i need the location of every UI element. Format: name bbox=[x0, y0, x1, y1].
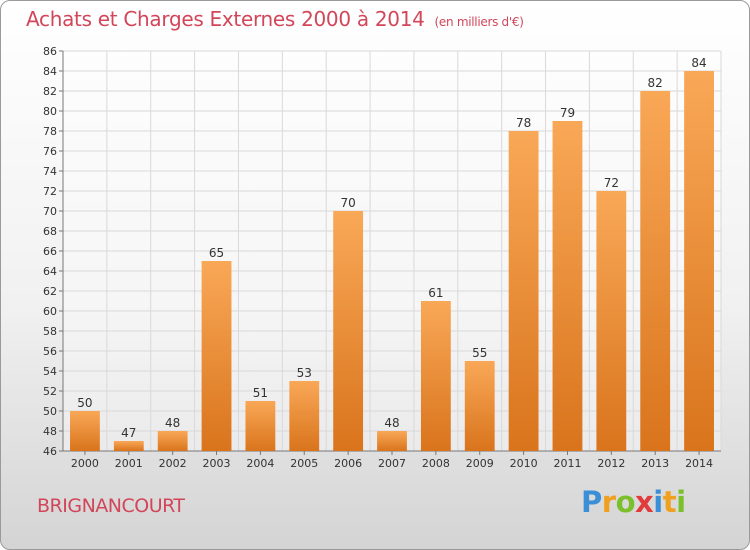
y-tick-label-62: 62 bbox=[43, 285, 57, 298]
bar-2011 bbox=[552, 121, 583, 451]
y-tick-label-76: 76 bbox=[43, 145, 57, 158]
y-tick-label-60: 60 bbox=[43, 305, 57, 318]
y-tick-label-86: 86 bbox=[43, 45, 57, 58]
bar-2001 bbox=[113, 441, 144, 451]
y-tick-label-82: 82 bbox=[43, 85, 57, 98]
y-tick-label-64: 64 bbox=[43, 265, 57, 278]
x-tick-label-2000: 2000 bbox=[71, 457, 99, 470]
y-tick-label-56: 56 bbox=[43, 345, 57, 358]
bar-2002 bbox=[157, 431, 188, 451]
value-label-2012: 72 bbox=[604, 176, 619, 190]
bar-2003 bbox=[201, 261, 232, 451]
y-tick-label-78: 78 bbox=[43, 125, 57, 138]
labels: 50 2000 47 2001 48 2002 65 2003 51 2004 53 2005 70 20… bbox=[71, 56, 713, 470]
value-label-2008: 61 bbox=[428, 286, 443, 300]
value-label-2004: 51 bbox=[253, 386, 268, 400]
x-tick-label-2003: 2003 bbox=[203, 457, 231, 470]
bar-2004 bbox=[245, 401, 276, 451]
bar-2007 bbox=[377, 431, 407, 451]
value-label-2009: 55 bbox=[472, 346, 487, 360]
chart-title: Achats et Charges Externes 2000 à 2014 (e… bbox=[26, 7, 524, 31]
value-label-2000: 50 bbox=[77, 396, 92, 410]
y-tick-label-74: 74 bbox=[43, 165, 57, 178]
y-tick-label-70: 70 bbox=[43, 205, 57, 218]
bar-2013 bbox=[640, 91, 671, 451]
value-label-2013: 82 bbox=[648, 76, 663, 90]
bar-2005 bbox=[289, 381, 320, 451]
value-label-2006: 70 bbox=[340, 196, 355, 210]
value-label-2002: 48 bbox=[165, 416, 180, 430]
x-tick-label-2006: 2006 bbox=[334, 457, 362, 470]
bar-2008 bbox=[420, 301, 451, 451]
proxiti-logo[interactable]: Proxiti bbox=[581, 485, 686, 519]
x-tick-label-2010: 2010 bbox=[510, 457, 538, 470]
value-label-2001: 47 bbox=[121, 426, 136, 440]
value-label-2003: 65 bbox=[209, 246, 224, 260]
bars bbox=[70, 71, 714, 451]
x-tick-label-2005: 2005 bbox=[290, 457, 318, 470]
value-label-2011: 79 bbox=[560, 106, 575, 120]
y-tick-label-72: 72 bbox=[43, 185, 57, 198]
y-tick-label-50: 50 bbox=[43, 405, 57, 418]
value-label-2007: 48 bbox=[384, 416, 399, 430]
value-label-2005: 53 bbox=[297, 366, 312, 380]
y-tick-label-58: 58 bbox=[43, 325, 57, 338]
value-label-2010: 78 bbox=[516, 116, 531, 130]
x-tick-label-2007: 2007 bbox=[378, 457, 406, 470]
x-tick-label-2013: 2013 bbox=[641, 457, 669, 470]
x-tick-label-2001: 2001 bbox=[115, 457, 143, 470]
y-tick-label-80: 80 bbox=[43, 105, 57, 118]
x-tick-label-2002: 2002 bbox=[159, 457, 187, 470]
value-label-2014: 84 bbox=[691, 56, 706, 70]
x-tick-label-2004: 2004 bbox=[246, 457, 274, 470]
chart-title-unit: (en milliers d'€) bbox=[434, 15, 524, 29]
x-tick-label-2009: 2009 bbox=[466, 457, 494, 470]
x-tick-label-2012: 2012 bbox=[597, 457, 625, 470]
bar-2010 bbox=[508, 131, 539, 451]
y-tick-label-54: 54 bbox=[43, 365, 57, 378]
x-tick-label-2011: 2011 bbox=[553, 457, 581, 470]
y-tick-label-52: 52 bbox=[43, 385, 57, 398]
bar-2009 bbox=[464, 361, 495, 451]
bar-2012 bbox=[596, 191, 627, 451]
y-tick-label-66: 66 bbox=[43, 245, 57, 258]
x-tick-label-2014: 2014 bbox=[685, 457, 713, 470]
town-name: BRIGNANCOURT bbox=[37, 495, 185, 517]
y-tick-label-46: 46 bbox=[43, 445, 57, 458]
bar-2006 bbox=[333, 211, 364, 451]
y-tick-label-84: 84 bbox=[43, 65, 57, 78]
y-tick-label-68: 68 bbox=[43, 225, 57, 238]
chart-title-text: Achats et Charges Externes 2000 à 2014 bbox=[26, 7, 425, 31]
y-tick-label-48: 48 bbox=[43, 425, 57, 438]
bar-2014 bbox=[684, 71, 714, 451]
x-tick-label-2008: 2008 bbox=[422, 457, 450, 470]
bar-2000 bbox=[70, 411, 100, 451]
